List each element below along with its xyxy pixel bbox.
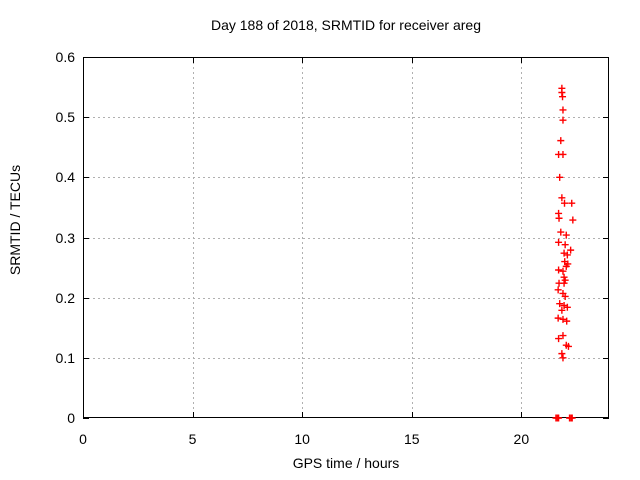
data-point-marker xyxy=(559,332,567,340)
plot-border xyxy=(83,57,609,418)
data-point-marker xyxy=(559,116,567,124)
y-tick-label: 0.6 xyxy=(55,49,75,65)
y-tick-label: 0.4 xyxy=(55,169,75,186)
data-point-marker xyxy=(557,228,565,236)
data-point-marker xyxy=(556,173,564,181)
data-point-marker xyxy=(558,194,566,202)
data-point-marker xyxy=(561,241,569,249)
data-point-marker xyxy=(556,300,564,308)
data-point-marker xyxy=(560,279,568,287)
x-tick-label: 15 xyxy=(403,431,420,447)
data-point-marker xyxy=(564,342,572,350)
y-tick-label: 0.2 xyxy=(55,289,75,306)
data-point-marker xyxy=(568,414,576,422)
data-point-marker xyxy=(555,414,563,422)
x-tick-label: 20 xyxy=(513,431,530,447)
x-axis-label: GPS time / hours xyxy=(292,455,400,471)
data-point-marker xyxy=(554,314,562,322)
data-point-marker xyxy=(561,292,569,300)
x-tick-label: 10 xyxy=(294,431,310,447)
data-point-marker xyxy=(561,199,569,207)
data-point-marker xyxy=(555,266,563,274)
data-point-marker xyxy=(559,93,567,101)
scatter-plot xyxy=(83,57,609,422)
gridlines xyxy=(83,57,609,418)
data-point-marker xyxy=(569,216,577,224)
data-points xyxy=(552,84,577,422)
data-point-marker xyxy=(555,214,563,222)
x-tick-label: 5 xyxy=(188,431,197,447)
data-point-marker xyxy=(558,306,566,314)
data-point-marker xyxy=(559,354,567,362)
data-point-marker xyxy=(567,246,575,254)
y-tick-label: 0 xyxy=(67,410,75,426)
data-point-marker xyxy=(558,350,566,358)
data-point-marker xyxy=(557,137,565,145)
chart-title: Day 188 of 2018, SRMTID for receiver are… xyxy=(210,17,481,33)
data-point-marker xyxy=(563,317,571,325)
data-point-marker xyxy=(563,251,571,259)
y-tick-label: 0.1 xyxy=(55,349,75,366)
y-tick-label: 0.5 xyxy=(55,109,75,126)
y-tick-label: 0.3 xyxy=(55,229,75,246)
plot-area xyxy=(83,57,609,422)
data-point-marker xyxy=(559,315,567,323)
data-point-marker xyxy=(559,150,567,158)
data-point-marker xyxy=(559,267,567,275)
data-point-marker xyxy=(555,335,563,343)
data-point-marker xyxy=(562,231,570,239)
data-point-marker xyxy=(559,106,567,114)
axis-ticks xyxy=(83,57,609,419)
data-point-marker xyxy=(568,199,576,207)
data-point-marker xyxy=(554,286,562,294)
x-tick-label: 0 xyxy=(79,431,87,447)
data-point-marker xyxy=(562,262,570,270)
data-point-marker xyxy=(555,238,563,246)
data-point-marker xyxy=(563,303,571,311)
